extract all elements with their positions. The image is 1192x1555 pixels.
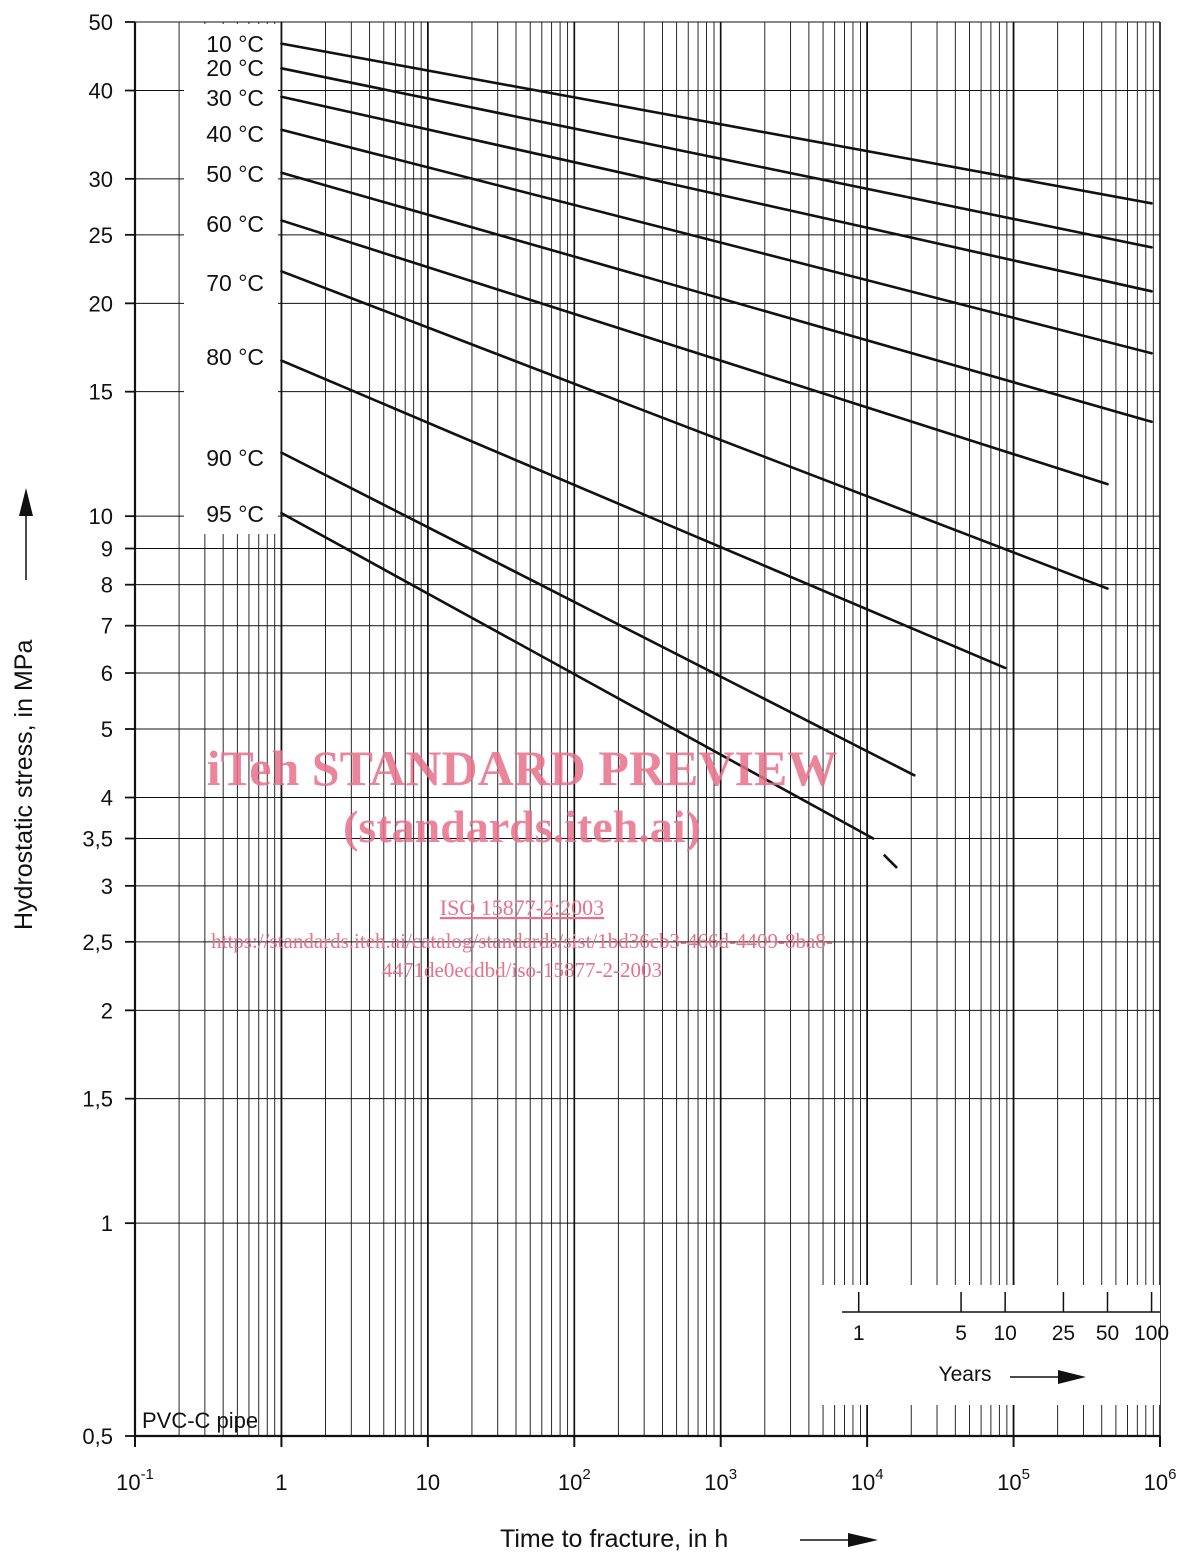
y-tick-label: 3,5 <box>82 827 113 852</box>
curve-label: 95 °C <box>206 501 264 527</box>
series-lines <box>280 42 1153 869</box>
curve-label: 80 °C <box>206 344 264 370</box>
watermark-subtitle: (standards.iteh.ai) <box>343 801 701 852</box>
series-line <box>280 451 916 777</box>
years-inset-background <box>822 1285 1160 1405</box>
y-tick-label: 1,5 <box>82 1087 113 1112</box>
curve-labels: 10 °C20 °C 30 °C 40 °C 50 °C 60 °C 70 °C 80 °C… <box>206 31 264 527</box>
y-tick-label: 20 <box>89 291 113 316</box>
y-tick-label: 3 <box>101 874 113 899</box>
y-tick-label: 2 <box>101 998 113 1023</box>
years-tick-label: 25 <box>1052 1322 1075 1345</box>
series-line <box>280 67 1153 249</box>
years-arrow-icon <box>1010 1370 1086 1384</box>
series-line <box>280 511 875 840</box>
x-axis-arrow-icon <box>800 1533 878 1547</box>
curve-label: 10 °C <box>206 31 264 57</box>
series-line <box>280 270 1109 590</box>
series-line <box>280 42 1153 205</box>
curve-label: 70 °C <box>206 270 264 296</box>
x-axis-title-group: Time to fracture, in h <box>500 1525 878 1553</box>
y-tick-label: 8 <box>101 573 113 598</box>
series-line <box>280 171 1153 424</box>
x-axis-title: Time to fracture, in h <box>500 1525 728 1553</box>
y-tick-label: 10 <box>89 504 113 529</box>
curve-label: 50 °C <box>206 161 264 187</box>
years-tick-label: 50 <box>1096 1322 1119 1345</box>
years-inset: 1 5 10 25 50 100 Years <box>822 1285 1169 1405</box>
x-tick-label: 1 <box>275 1470 287 1495</box>
y-tick-label: 0,5 <box>82 1424 113 1449</box>
series-line <box>280 219 1109 486</box>
curve-label: 30 °C <box>206 85 264 111</box>
y-tick-label: 1 <box>101 1211 113 1236</box>
pvc-c-pipe-note: PVC-C pipe <box>142 1408 258 1433</box>
extrapolation-dash <box>882 853 898 869</box>
y-tick-label: 5 <box>101 717 113 742</box>
years-axis-ticks: 1 5 10 25 50 100 <box>842 1292 1169 1345</box>
years-tick-label: 10 <box>993 1322 1016 1345</box>
curve-label: 60 °C <box>206 211 264 237</box>
y-tick-label: 6 <box>101 661 113 686</box>
watermark-url-line2: 4471de0eddbd/iso-15877-2-2003 <box>382 958 662 982</box>
y-tick-label: 25 <box>89 223 113 248</box>
y-tick-label: 40 <box>89 79 113 104</box>
watermark-title: iTeh STANDARD PREVIEW <box>207 740 838 796</box>
curve-label-background <box>184 24 278 534</box>
y-tick-label: 9 <box>101 537 113 562</box>
y-tick-label: 2,5 <box>82 930 113 955</box>
series-line <box>280 95 1153 293</box>
y-axis-title-group: Hydrostatic stress, in MPa <box>10 488 38 930</box>
x-tick-label: 10 <box>416 1470 440 1495</box>
years-tick-label: 5 <box>955 1322 967 1345</box>
watermark-link[interactable]: ISO 15877-2:2003 <box>440 895 604 920</box>
y-tick-label: 4 <box>101 786 113 811</box>
y-tick-label: 15 <box>89 380 113 405</box>
series-line <box>280 359 1007 670</box>
y-axis-title: Hydrostatic stress, in MPa <box>10 640 38 930</box>
y-tick-label: 30 <box>89 167 113 192</box>
curve-label: 90 °C <box>206 445 264 471</box>
years-tick-label: 100 <box>1134 1322 1169 1345</box>
y-axis-arrow-icon <box>19 488 33 580</box>
curve-label: 40 °C <box>206 121 264 147</box>
years-tick-label: 1 <box>853 1322 865 1345</box>
watermark: iTeh STANDARD PREVIEW (standards.iteh.ai… <box>207 740 838 982</box>
watermark-url-line1: https://standards.iteh.ai/catalog/standa… <box>211 929 833 953</box>
curve-label: 20 °C <box>206 55 264 81</box>
y-tick-label: 7 <box>101 614 113 639</box>
y-tick-label: 50 <box>89 10 113 35</box>
years-axis-title: Years <box>939 1363 992 1386</box>
series-line <box>280 128 1153 355</box>
